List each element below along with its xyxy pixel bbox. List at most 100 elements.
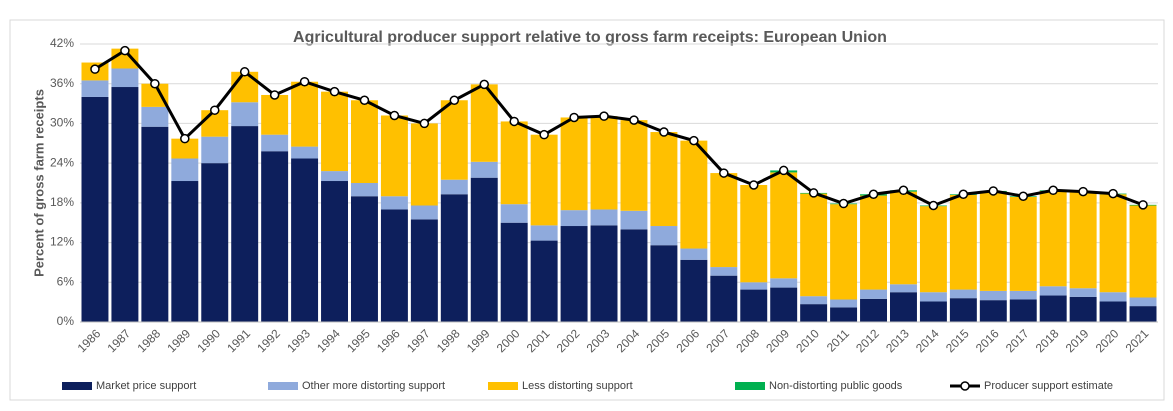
line-marker: [868, 189, 879, 200]
legend-swatch: [735, 382, 765, 390]
bar-segment: [410, 123, 438, 206]
legend-label: Producer support estimate: [984, 380, 1113, 392]
line-marker: [808, 188, 819, 198]
bar-segment: [830, 204, 858, 300]
bar-segment: [380, 115, 408, 197]
bar-segment: [949, 289, 977, 299]
bar-segment: [410, 219, 438, 322]
bar-segment: [710, 267, 738, 276]
bar-segment: [171, 138, 199, 159]
bar-segment: [560, 117, 588, 211]
line-marker: [719, 168, 729, 178]
bar-segment: [500, 121, 528, 205]
bar-segment: [440, 179, 468, 195]
line-marker: [1018, 191, 1028, 201]
line-marker: [389, 110, 400, 121]
y-tick-label: 0%: [57, 314, 75, 328]
bar-segment: [560, 210, 588, 227]
line-marker: [898, 185, 909, 196]
line-marker: [479, 79, 489, 90]
bar-segment: [740, 282, 768, 290]
bar-segment: [231, 126, 259, 322]
bar-segment: [860, 195, 888, 290]
bar-segment: [800, 304, 828, 322]
line-marker: [1108, 188, 1118, 199]
line-marker: [629, 115, 639, 125]
bar-segment: [770, 278, 798, 288]
bar-segment: [590, 209, 618, 226]
bar-segment: [440, 100, 468, 180]
bar-segment: [350, 100, 378, 183]
y-tick-label: 42%: [50, 36, 74, 50]
bar-segment: [1129, 297, 1157, 307]
bar-segment: [141, 106, 169, 127]
line-marker: [1078, 186, 1088, 197]
line-marker: [449, 95, 460, 106]
line-marker: [539, 129, 549, 140]
bar-segment: [111, 87, 139, 323]
y-tick-label: 24%: [50, 155, 74, 169]
bar-segment: [321, 91, 349, 172]
bar-segment: [710, 173, 738, 268]
bar-segment: [321, 181, 349, 322]
line-marker: [928, 200, 939, 211]
bar-segment: [1009, 290, 1037, 300]
bar-segment: [81, 96, 109, 322]
bar-segment: [710, 275, 738, 322]
y-axis-label: Percent of gross farm receipts: [31, 89, 46, 277]
bar-segment: [291, 158, 319, 322]
bar-segment: [201, 163, 229, 322]
legend-label: Less distorting support: [522, 380, 633, 392]
bar-segment: [740, 289, 768, 322]
line-marker: [1138, 200, 1148, 210]
bar-segment: [590, 116, 618, 210]
bar-segment: [1099, 301, 1127, 322]
legend-swatch: [488, 382, 518, 390]
bar-segment: [860, 298, 888, 322]
bar-segment: [440, 194, 468, 322]
bar-segment: [1069, 192, 1097, 289]
bar-segment: [620, 210, 648, 230]
bar-segment: [380, 209, 408, 322]
line-marker: [299, 76, 310, 87]
y-tick-label: 6%: [57, 274, 75, 288]
bar-segment: [949, 298, 977, 322]
line-marker: [958, 189, 969, 200]
bar-segment: [680, 140, 708, 249]
bar-segment: [291, 81, 319, 147]
bar-segment: [470, 177, 498, 322]
bar-segment: [470, 161, 498, 178]
bar-segment: [500, 204, 528, 223]
line-marker: [1048, 185, 1058, 196]
bar-segment: [949, 194, 977, 290]
line-marker: [180, 133, 190, 144]
bar-segment: [530, 225, 558, 241]
line-marker: [329, 86, 340, 97]
bar-segment: [770, 287, 798, 322]
legend-marker: [960, 381, 970, 391]
line-marker: [150, 78, 160, 89]
bar-segment: [1009, 196, 1037, 291]
line-marker: [239, 67, 250, 77]
bar-segment: [141, 83, 169, 107]
bar-segment: [650, 245, 678, 322]
legend-swatch: [268, 382, 298, 390]
y-tick-label: 30%: [50, 116, 74, 130]
bar-segment: [261, 151, 289, 322]
bar-segment: [201, 136, 229, 164]
bar-segment: [380, 196, 408, 210]
bar-segment: [800, 193, 828, 297]
line-marker: [509, 116, 519, 127]
bar-segment: [1039, 286, 1067, 296]
legend-label: Non-distorting public goods: [769, 380, 903, 392]
legend-swatch: [62, 382, 92, 390]
bar-segment: [530, 240, 558, 322]
bar-segment: [590, 225, 618, 322]
bar-segment: [830, 307, 858, 322]
legend-label: Market price support: [96, 380, 196, 392]
bar-segment: [650, 226, 678, 246]
bar-segment: [979, 300, 1007, 322]
bar-segment: [111, 68, 139, 88]
bar-segment: [979, 191, 1007, 291]
line-marker: [988, 186, 999, 196]
